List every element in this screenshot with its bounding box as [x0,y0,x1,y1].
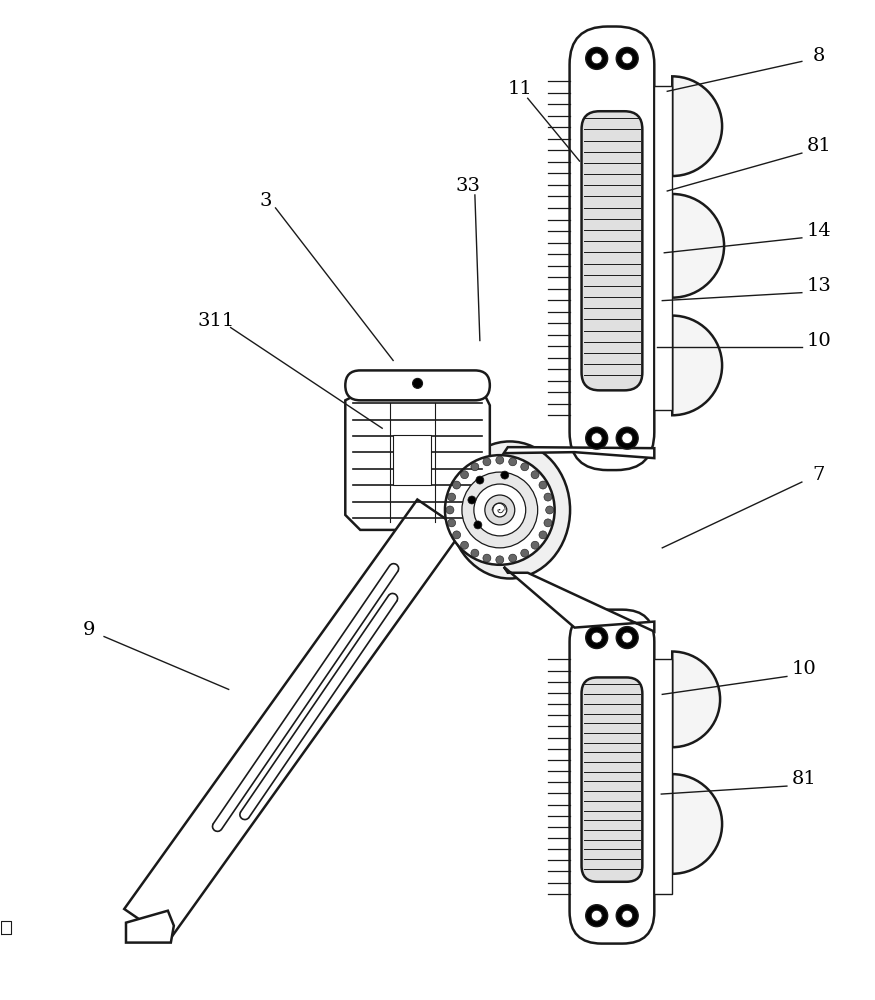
Circle shape [616,905,638,927]
Circle shape [496,456,504,464]
Circle shape [476,476,484,484]
Circle shape [483,554,491,562]
Circle shape [616,627,638,649]
Text: 8: 8 [813,47,825,65]
Ellipse shape [450,441,570,578]
Text: 3: 3 [259,192,272,210]
Text: 10: 10 [792,660,816,678]
Circle shape [448,519,456,527]
Circle shape [592,632,602,643]
Circle shape [413,378,423,388]
Circle shape [622,53,633,64]
Circle shape [460,541,468,549]
Circle shape [508,554,517,562]
FancyBboxPatch shape [582,111,642,390]
Circle shape [585,905,607,927]
Wedge shape [672,316,722,415]
FancyBboxPatch shape [570,610,654,944]
Circle shape [531,541,539,549]
Circle shape [508,458,517,466]
Circle shape [521,463,528,471]
Circle shape [539,531,547,539]
Polygon shape [346,395,490,530]
FancyBboxPatch shape [346,370,490,400]
Circle shape [471,549,479,557]
Text: 10: 10 [807,332,831,350]
Circle shape [616,47,638,69]
Circle shape [493,503,507,517]
Polygon shape [504,447,654,458]
Text: 9: 9 [83,621,95,639]
Circle shape [485,495,514,525]
Wedge shape [672,652,720,747]
Circle shape [544,519,552,527]
Circle shape [544,493,552,501]
Text: 7: 7 [813,466,825,484]
Circle shape [445,455,555,565]
Wedge shape [672,194,724,298]
Circle shape [483,458,491,466]
Circle shape [622,632,633,643]
Circle shape [471,463,479,471]
Bar [654,659,672,894]
Circle shape [622,910,633,921]
Circle shape [460,471,468,479]
Circle shape [585,627,607,649]
Wedge shape [672,774,722,874]
Text: 81: 81 [792,770,816,788]
Circle shape [452,481,460,489]
Circle shape [585,47,607,69]
Text: 81: 81 [807,137,831,155]
Text: 33: 33 [455,177,480,195]
Bar [393,435,431,485]
Wedge shape [672,76,722,176]
Circle shape [592,433,602,444]
Polygon shape [126,911,174,943]
Circle shape [474,484,526,536]
Text: 311: 311 [197,312,234,330]
Circle shape [448,493,456,501]
Circle shape [622,433,633,444]
Circle shape [500,471,508,479]
Bar [654,86,672,410]
Circle shape [531,471,539,479]
Text: 11: 11 [507,80,532,98]
Circle shape [592,910,602,921]
FancyBboxPatch shape [582,677,642,882]
Polygon shape [504,567,654,632]
Circle shape [462,472,537,548]
Text: 13: 13 [807,277,831,295]
Circle shape [496,556,504,564]
Circle shape [474,521,482,529]
Circle shape [452,531,460,539]
Text: 14: 14 [807,222,831,240]
Circle shape [546,506,554,514]
Circle shape [468,496,476,504]
FancyBboxPatch shape [570,27,654,470]
Circle shape [539,481,547,489]
Circle shape [616,427,638,449]
Circle shape [592,53,602,64]
Circle shape [521,549,528,557]
Circle shape [446,506,454,514]
Circle shape [585,427,607,449]
Polygon shape [124,499,463,940]
